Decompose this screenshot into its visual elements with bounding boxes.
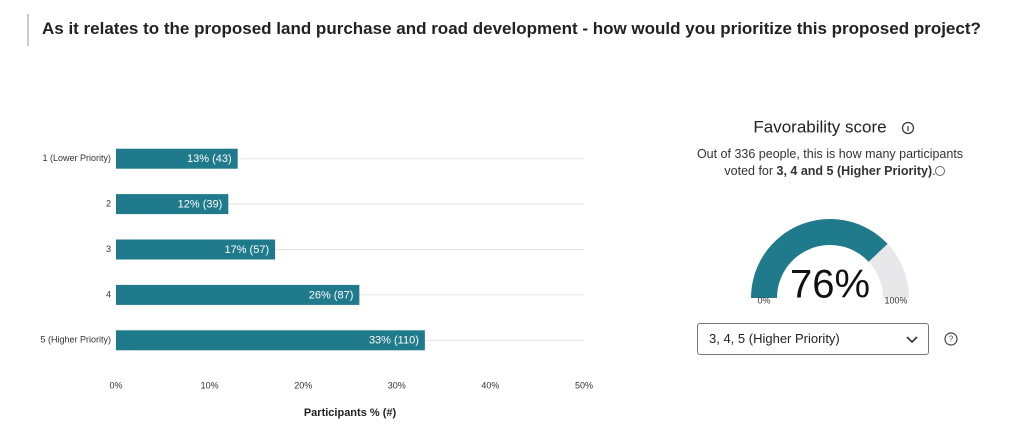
gauge-track — [868, 243, 909, 298]
dropdown-value: 3, 4, 5 (Higher Priority) — [709, 331, 840, 346]
x-tick-label: 10% — [201, 380, 219, 390]
dropdown-chevron — [906, 336, 918, 344]
help-icon[interactable] — [935, 166, 945, 176]
gauge-value: 76% — [790, 263, 870, 307]
x-tick-label: 0% — [109, 380, 122, 390]
favorability-description: Out of 336 people, this is how many part… — [680, 146, 980, 180]
info-icon[interactable] — [901, 121, 915, 135]
y-tick-label: 4 — [106, 289, 111, 299]
x-tick-label: 40% — [481, 380, 499, 390]
help-icon[interactable] — [944, 332, 958, 346]
bar — [116, 284, 360, 305]
x-tick-label: 50% — [575, 380, 593, 390]
y-tick-label: 5 (Higher Priority) — [40, 335, 111, 345]
bar — [116, 330, 425, 351]
y-tick-label: 2 — [106, 198, 111, 208]
desc-text: . — [932, 164, 936, 178]
x-tick-label: 20% — [294, 380, 312, 390]
gauge-max-label: 100% — [884, 295, 907, 305]
help-icon-mark: ? — [949, 335, 954, 344]
bar — [116, 194, 229, 215]
gauge-title: Favorability score — [753, 117, 886, 136]
x-axis-label: Participants % (#) — [304, 407, 397, 419]
y-tick-label: 1 (Lower Priority) — [42, 153, 111, 163]
desc-text: Out of 336 people, this is how many part… — [696, 147, 964, 178]
bar-value-label: 26% (87) — [309, 289, 354, 301]
bar-value-label: 12% (39) — [178, 199, 223, 211]
bar — [116, 148, 238, 169]
bar-value-label: 13% (43) — [187, 153, 232, 165]
x-tick-label: 30% — [388, 380, 406, 390]
bar-value-label: 33% (110) — [369, 335, 419, 347]
gauge-fill — [751, 219, 888, 298]
bar — [116, 239, 276, 260]
y-tick-label: 3 — [106, 244, 111, 254]
filter-dropdown[interactable]: 3, 4, 5 (Higher Priority) — [697, 323, 929, 355]
gauge-min-label: 0% — [757, 295, 770, 305]
question-title: As it relates to the proposed land purch… — [42, 19, 981, 38]
bar-value-label: 17% (57) — [224, 244, 269, 256]
desc-bold: 3, 4 and 5 (Higher Priority) — [776, 164, 933, 178]
